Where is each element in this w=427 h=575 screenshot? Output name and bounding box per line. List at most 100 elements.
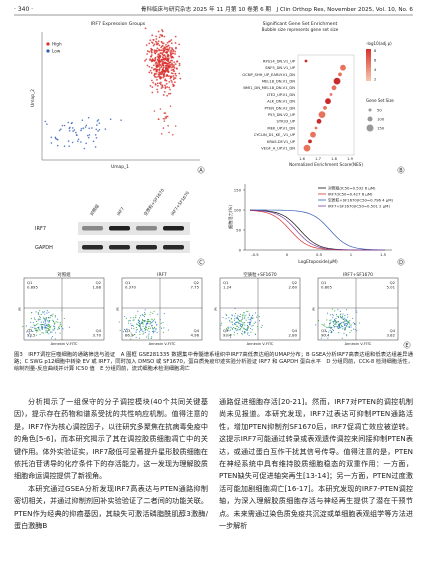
- event-dot: [139, 323, 141, 325]
- event-dot: [146, 336, 148, 338]
- event-dot: [254, 312, 257, 314]
- event-dot: [159, 326, 161, 328]
- cell-dot: [166, 41, 169, 44]
- event-dot: [48, 326, 50, 328]
- cell-dot: [87, 136, 90, 139]
- event-dot: [231, 321, 233, 323]
- panel-title: Significant Gene Set Enrichment: [263, 21, 338, 27]
- event-dot: [37, 323, 39, 325]
- cell-dot: [163, 69, 166, 72]
- event-dot: [143, 312, 146, 314]
- event-dot: [141, 322, 143, 325]
- event-dot: [54, 338, 56, 340]
- term-label: BMI1_DN_MEL18_DN.V1_DN: [243, 86, 295, 90]
- cell-dot: [172, 85, 175, 88]
- legend-label: IRF7+SF1670(IC50=0.501 2 μM): [328, 204, 390, 209]
- event-dot: [55, 321, 57, 323]
- event-dot: [152, 332, 155, 334]
- event-dot: [231, 322, 233, 324]
- event-dot: [259, 320, 261, 322]
- legend-label: 空质粒+SF1670(IC50=0.796 4 μM): [328, 198, 393, 203]
- label-ring: [197, 166, 205, 174]
- event-dot: [243, 312, 245, 314]
- cell-dot: [91, 127, 93, 129]
- event-dot: [53, 320, 55, 322]
- event-dot: [146, 320, 148, 323]
- event-dot: [335, 314, 338, 316]
- event-dot: [131, 327, 133, 329]
- event-dot: [329, 329, 331, 331]
- event-dot: [151, 319, 153, 321]
- event-dot: [241, 330, 244, 332]
- event-dot: [327, 326, 329, 328]
- cell-dot: [155, 49, 158, 52]
- event-dot: [346, 319, 348, 321]
- event-dot: [230, 326, 232, 328]
- cell-dot: [160, 132, 163, 135]
- event-dot: [32, 326, 34, 328]
- quadrant-name: Q1: [125, 280, 131, 285]
- cell-dot: [152, 81, 155, 84]
- event-dot: [62, 328, 64, 330]
- cell-dot: [146, 53, 149, 55]
- event-dot: [45, 331, 47, 333]
- quadrant-name: Q2: [194, 280, 200, 285]
- legend-tick: 2: [374, 78, 376, 82]
- event-dot: [60, 326, 62, 328]
- event-dot: [38, 313, 40, 315]
- cell-dot: [152, 64, 155, 67]
- cell-dot: [154, 56, 157, 59]
- cell-dot: [44, 120, 47, 123]
- event-dot: [153, 320, 155, 322]
- event-dot: [237, 329, 239, 331]
- cell-dot: [161, 52, 164, 55]
- event-dot: [251, 316, 253, 318]
- cell-dot: [154, 83, 157, 86]
- axis-label: Annexin V-FITC: [149, 342, 176, 346]
- event-dot: [332, 317, 334, 319]
- quadrant-name: Q1: [321, 280, 327, 285]
- cell-dot: [170, 75, 173, 78]
- cell-dot: [162, 49, 165, 52]
- quadrant-value: 1.24: [223, 285, 232, 290]
- event-dot: [153, 326, 156, 328]
- event-dot: [335, 323, 337, 325]
- event-dot: [235, 322, 237, 324]
- event-dot: [59, 324, 61, 326]
- event-dot: [237, 328, 239, 330]
- event-dot: [219, 328, 221, 330]
- event-dot: [333, 325, 335, 327]
- quadrant-value: 1.88: [93, 285, 102, 290]
- cell-dot: [170, 39, 173, 41]
- event-dot: [37, 312, 39, 314]
- axis-label: PI: [116, 307, 120, 310]
- event-dot: [247, 333, 249, 335]
- event-dot: [344, 314, 346, 316]
- term-label: SNF5_DN.V1_UP: [265, 66, 296, 70]
- y-tick-label: 50: [236, 227, 241, 232]
- paragraph: 本研究通过GSEA分析发现IRF7高表达与PTEN通路抑制密切相关，并通过抑制剂…: [14, 483, 208, 531]
- event-dot: [58, 327, 60, 329]
- event-dot: [53, 323, 55, 325]
- event-dot: [151, 327, 154, 329]
- event-dot: [49, 317, 51, 319]
- cell-dot: [163, 90, 166, 93]
- event-dot: [150, 311, 152, 313]
- cell-dot: [148, 51, 151, 53]
- term-label: VEGF_A_UP.V1_DN: [261, 147, 295, 151]
- event-dot: [340, 316, 342, 319]
- cell-dot: [87, 116, 90, 119]
- color-bar: [366, 49, 371, 81]
- event-dot: [144, 314, 146, 316]
- cell-dot: [156, 88, 159, 91]
- lane-label: 对照组: [88, 203, 101, 217]
- event-dot: [40, 313, 42, 316]
- quadrant-name: Q2: [292, 280, 298, 285]
- cell-dot: [156, 82, 159, 85]
- cell-dot: [159, 34, 162, 36]
- event-dot: [240, 326, 242, 328]
- term-label: RPS14_DN.V1_UP: [263, 59, 296, 63]
- event-dot: [352, 322, 354, 324]
- band: [136, 226, 157, 231]
- cell-dot: [159, 56, 162, 59]
